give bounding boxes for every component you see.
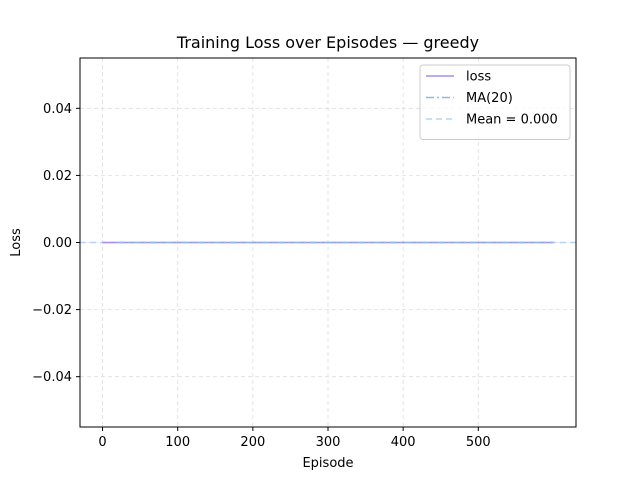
legend: loss MA(20) Mean = 0.000 bbox=[419, 64, 571, 140]
x-tick-label: 300 bbox=[316, 435, 341, 450]
legend-label: Mean = 0.000 bbox=[466, 113, 558, 128]
y-tick-label: 0.00 bbox=[43, 236, 72, 251]
x-tick-label: 200 bbox=[240, 435, 265, 450]
y-tick-label: 0.02 bbox=[43, 169, 72, 184]
x-tick-label: 100 bbox=[165, 435, 190, 450]
axis-ticks: 0 100 200 300 400 500 0.04 0.02 0.00 −0.02 −0.04 bbox=[32, 102, 491, 450]
x-tick-label: 400 bbox=[391, 435, 416, 450]
y-tick-label: −0.02 bbox=[32, 303, 72, 318]
x-tick-label: 0 bbox=[98, 435, 106, 450]
x-axis-title: Episode bbox=[302, 456, 353, 471]
chart-title: Training Loss over Episodes — greedy bbox=[176, 33, 479, 52]
legend-box bbox=[419, 64, 571, 140]
x-tick-label: 500 bbox=[466, 435, 491, 450]
legend-label: loss bbox=[466, 70, 491, 85]
y-tick-label: −0.04 bbox=[32, 370, 72, 385]
y-tick-label: 0.04 bbox=[43, 102, 72, 117]
y-axis-title: Loss bbox=[9, 228, 24, 257]
legend-label: MA(20) bbox=[466, 91, 513, 106]
